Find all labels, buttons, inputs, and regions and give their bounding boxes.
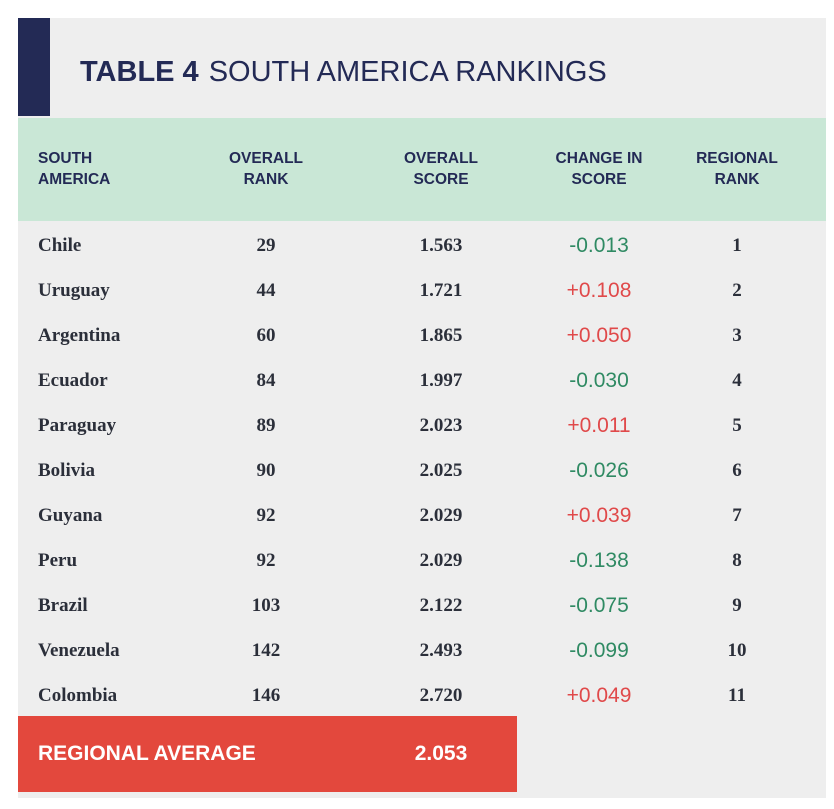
regional-rank: 1	[732, 235, 742, 256]
header-overall-rank: OVERALL RANK	[228, 150, 304, 188]
country-name: Chile	[38, 235, 82, 256]
country-name: Peru	[38, 550, 78, 571]
table-row: Bolivia 90 2.025 -0.026 6	[18, 448, 826, 493]
change-in-score: -0.030	[569, 369, 629, 392]
overall-score: 2.029	[419, 550, 463, 571]
country-name: Brazil	[38, 595, 88, 616]
overall-rank: 92	[256, 505, 276, 526]
table-row: Uruguay 44 1.721 +0.108 2	[18, 268, 826, 313]
country-name: Bolivia	[38, 460, 96, 481]
overall-score: 2.025	[419, 460, 463, 481]
regional-average-bar: REGIONAL AVERAGE 2.053	[18, 716, 517, 792]
country-name: Argentina	[38, 325, 121, 346]
overall-score: 1.865	[419, 325, 463, 346]
table-header: SOUTH AMERICA OVERALL RANK OVERALL SCORE…	[18, 118, 826, 221]
change-in-score: -0.075	[569, 594, 629, 617]
title-accent-bar	[18, 18, 50, 116]
regional-rank: 10	[727, 640, 747, 661]
change-in-score: -0.013	[569, 234, 629, 257]
overall-rank: 29	[256, 235, 276, 256]
regional-rank: 6	[732, 460, 742, 481]
table-row: Venezuela 142 2.493 -0.099 10	[18, 628, 826, 673]
table-name: SOUTH AMERICA RANKINGS	[208, 56, 607, 88]
overall-score: 2.029	[419, 505, 463, 526]
change-in-score: +0.039	[566, 504, 632, 527]
overall-rank: 142	[251, 640, 281, 661]
country-name: Guyana	[38, 505, 103, 526]
country-name: Paraguay	[38, 415, 117, 436]
table-row: Argentina 60 1.865 +0.050 3	[18, 313, 826, 358]
overall-rank: 44	[256, 280, 276, 301]
header-regional-rank: REGIONAL RANK	[696, 150, 778, 188]
header-change-in-score: CHANGE IN SCORE	[555, 150, 643, 188]
table-row: Ecuador 84 1.997 -0.030 4	[18, 358, 826, 403]
country-name: Ecuador	[38, 370, 108, 391]
table-number: TABLE 4	[80, 56, 199, 88]
regional-rank: 5	[732, 415, 742, 436]
table-title: TABLE 4 SOUTH AMERICA RANKINGS	[80, 52, 607, 92]
regional-average-value: 2.053	[414, 742, 468, 765]
change-in-score: +0.108	[566, 279, 632, 302]
regional-rank: 8	[732, 550, 742, 571]
overall-score: 1.997	[419, 370, 463, 391]
regional-rank: 11	[728, 685, 746, 706]
change-in-score: -0.099	[569, 639, 629, 662]
overall-rank: 60	[256, 325, 276, 346]
regional-rank: 9	[732, 595, 742, 616]
table-row: Guyana 92 2.029 +0.039 7	[18, 493, 826, 538]
overall-score: 2.720	[419, 685, 463, 706]
overall-score: 2.122	[419, 595, 463, 616]
overall-score: 2.493	[419, 640, 463, 661]
table-row: Peru 92 2.029 -0.138 8	[18, 538, 826, 583]
table-row: Colombia 146 2.720 +0.049 11	[18, 673, 826, 718]
regional-average-label: REGIONAL AVERAGE	[38, 742, 256, 765]
regional-rank: 7	[732, 505, 742, 526]
overall-score: 2.023	[419, 415, 463, 436]
regional-rank: 3	[732, 325, 742, 346]
overall-rank: 90	[256, 460, 276, 481]
header-country: SOUTH AMERICA	[38, 150, 111, 188]
overall-score: 1.563	[419, 235, 463, 256]
table-row: Brazil 103 2.122 -0.075 9	[18, 583, 826, 628]
country-name: Venezuela	[38, 640, 120, 661]
overall-rank: 103	[251, 595, 281, 616]
change-in-score: +0.050	[566, 324, 632, 347]
table-row: Chile 29 1.563 -0.013 1	[18, 223, 826, 268]
overall-rank: 146	[251, 685, 281, 706]
change-in-score: -0.026	[569, 459, 629, 482]
table-row: Paraguay 89 2.023 +0.011 5	[18, 403, 826, 448]
regional-rank: 2	[732, 280, 742, 301]
change-in-score: +0.049	[566, 684, 632, 707]
change-in-score: -0.138	[569, 549, 629, 572]
overall-score: 1.721	[419, 280, 463, 301]
change-in-score: +0.011	[567, 414, 631, 437]
country-name: Colombia	[38, 685, 118, 706]
overall-rank: 89	[256, 415, 276, 436]
overall-rank: 84	[256, 370, 276, 391]
country-name: Uruguay	[38, 280, 110, 301]
regional-rank: 4	[732, 370, 742, 391]
header-overall-score: OVERALL SCORE	[403, 150, 479, 188]
overall-rank: 92	[256, 550, 276, 571]
